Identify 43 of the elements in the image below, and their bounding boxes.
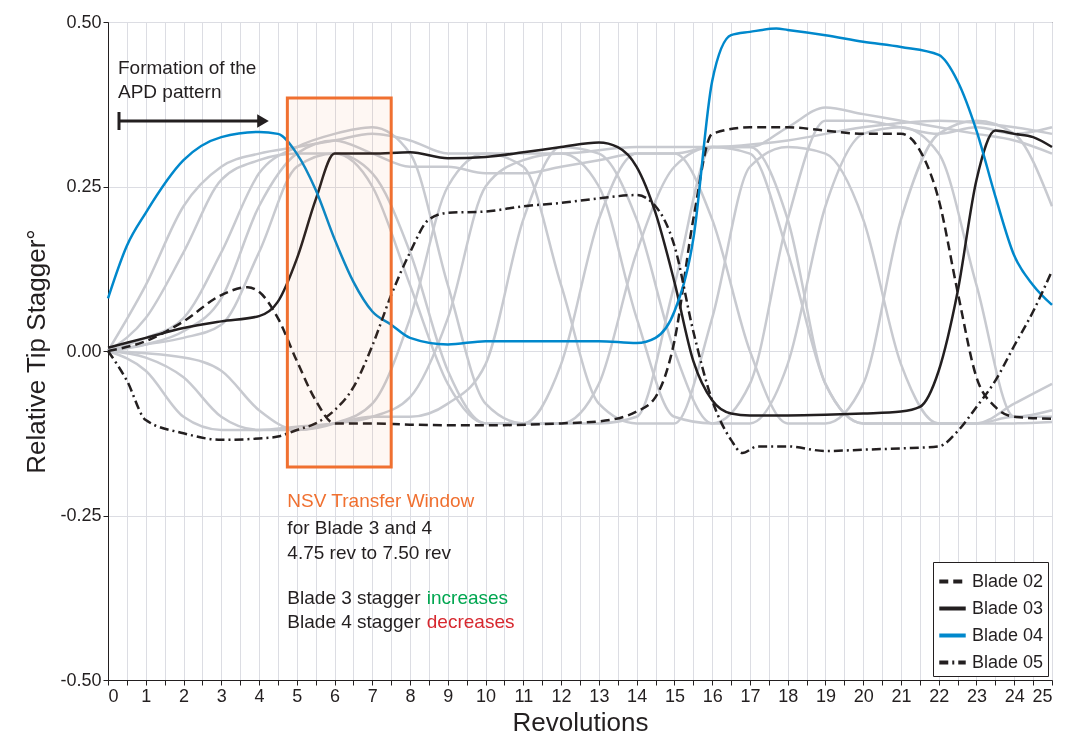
x-tick-label: 13: [589, 685, 610, 706]
y-tick-label: 0.50: [66, 11, 102, 32]
y-tick-label: 0.25: [66, 176, 102, 196]
legend-label: Blade 03: [972, 597, 1044, 618]
annotation: Blade 4 stagger decreases: [287, 611, 515, 632]
x-tick-label: 16: [702, 685, 723, 706]
legend-label: Blade 05: [972, 651, 1044, 672]
legend-label: Blade 02: [972, 570, 1044, 591]
x-tick-label: 10: [476, 685, 497, 706]
x-tick-label: 9: [443, 685, 454, 706]
x-tick-label: 14: [627, 685, 648, 706]
x-tick-label: 7: [367, 685, 378, 706]
x-tick-label: 24: [1004, 685, 1025, 706]
x-tick-label: 6: [330, 685, 341, 706]
x-tick-label: 22: [929, 685, 950, 706]
x-tick-label: 15: [664, 685, 685, 706]
x-tick-label: 2: [179, 685, 190, 706]
x-tick-label: 18: [778, 685, 799, 706]
x-tick-label: 1: [141, 685, 152, 706]
x-tick-label: 19: [815, 685, 836, 706]
y-tick-label: -0.25: [60, 505, 102, 525]
x-tick-label: 4: [254, 685, 265, 706]
band-label: NSV Transfer Window: [287, 490, 475, 511]
x-axis-title: Revolutions: [512, 706, 649, 737]
y-axis-title: Relative Tip Stagger°: [21, 229, 52, 474]
annotation: for Blade 3 and 4: [287, 517, 433, 538]
legend-label: Blade 04: [972, 624, 1044, 645]
x-tick-label: 23: [966, 685, 987, 706]
annotation: Formation of the APD pattern: [118, 57, 257, 102]
x-tick-label: 17: [740, 685, 761, 706]
x-tick-label: 25: [1032, 685, 1053, 706]
y-tick-label: -0.50: [60, 669, 102, 690]
annotation: 4.75 rev to 7.50 rev: [287, 542, 452, 563]
x-tick-label: 3: [216, 685, 227, 706]
x-tick-label: 0: [108, 685, 119, 706]
x-tick-label: 21: [891, 685, 912, 706]
x-tick-label: 8: [405, 685, 416, 706]
x-tick-label: 5: [292, 685, 303, 706]
y-tick-label: 0.00: [66, 340, 102, 361]
x-tick-label: 20: [853, 685, 874, 706]
x-tick-label: 12: [551, 685, 572, 706]
x-tick-label: 11: [514, 685, 534, 706]
annotation: Blade 3 stagger increases: [287, 587, 509, 608]
